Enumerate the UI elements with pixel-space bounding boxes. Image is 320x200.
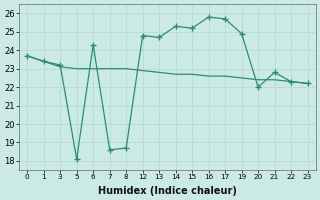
X-axis label: Humidex (Indice chaleur): Humidex (Indice chaleur) <box>98 186 237 196</box>
